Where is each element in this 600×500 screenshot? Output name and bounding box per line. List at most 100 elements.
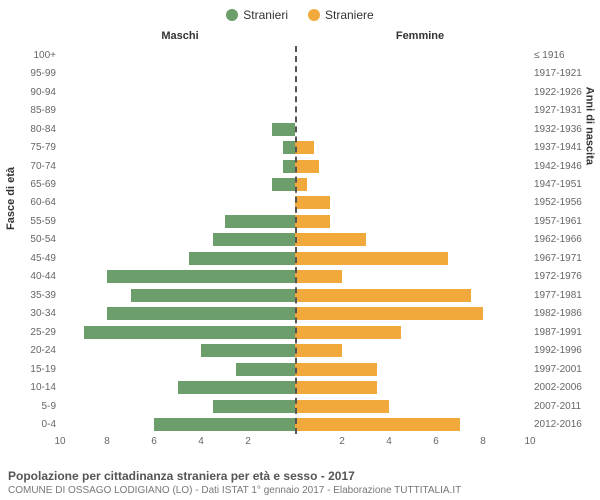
male-half xyxy=(60,415,295,433)
female-half xyxy=(295,120,530,138)
male-bar xyxy=(84,326,296,339)
age-label: 80-84 xyxy=(8,124,56,135)
female-half xyxy=(295,46,530,64)
male-half xyxy=(60,231,295,249)
male-bar xyxy=(178,381,296,394)
age-label: 60-64 xyxy=(8,197,56,208)
birth-year-label: 1957-1961 xyxy=(534,216,594,227)
birth-year-label: 2002-2006 xyxy=(534,382,594,393)
male-half xyxy=(60,157,295,175)
age-label: 85-89 xyxy=(8,105,56,116)
female-bar xyxy=(295,160,319,173)
male-half xyxy=(60,83,295,101)
birth-year-label: 1947-1951 xyxy=(534,179,594,190)
female-half xyxy=(295,397,530,415)
female-half xyxy=(295,342,530,360)
footer: Popolazione per cittadinanza straniera p… xyxy=(8,469,592,496)
male-half xyxy=(60,175,295,193)
legend-male: Stranieri xyxy=(226,8,288,22)
female-bar xyxy=(295,233,366,246)
female-half xyxy=(295,194,530,212)
male-bar xyxy=(236,363,295,376)
birth-year-label: 1937-1941 xyxy=(534,142,594,153)
legend-female-label: Straniere xyxy=(325,8,374,22)
header-female: Femmine xyxy=(300,30,600,42)
chart-subtitle: COMUNE DI OSSAGO LODIGIANO (LO) - Dati I… xyxy=(8,485,592,496)
birth-year-label: 1987-1991 xyxy=(534,327,594,338)
age-label: 10-14 xyxy=(8,382,56,393)
female-bar xyxy=(295,252,448,265)
female-bar xyxy=(295,141,314,154)
center-line xyxy=(295,46,297,434)
x-tick: 2 xyxy=(339,436,345,447)
female-half xyxy=(295,175,530,193)
female-half xyxy=(295,415,530,433)
age-label: 35-39 xyxy=(8,290,56,301)
male-bar xyxy=(283,141,295,154)
birth-year-label: 1982-1986 xyxy=(534,308,594,319)
male-half xyxy=(60,101,295,119)
age-label: 90-94 xyxy=(8,87,56,98)
birth-year-label: 2012-2016 xyxy=(534,419,594,430)
female-bar xyxy=(295,307,483,320)
birth-year-label: 1927-1931 xyxy=(534,105,594,116)
birth-year-label: 1942-1946 xyxy=(534,161,594,172)
chart-area: 100+≤ 191695-991917-192190-941922-192685… xyxy=(60,46,530,434)
age-label: 30-34 xyxy=(8,308,56,319)
female-half xyxy=(295,286,530,304)
male-half xyxy=(60,64,295,82)
female-half xyxy=(295,249,530,267)
birth-year-label: 2007-2011 xyxy=(534,401,594,412)
column-headers: Maschi Femmine xyxy=(0,30,600,42)
age-label: 25-29 xyxy=(8,327,56,338)
age-label: 45-49 xyxy=(8,253,56,264)
female-bar xyxy=(295,196,330,209)
male-bar xyxy=(107,307,295,320)
male-bar xyxy=(107,270,295,283)
female-half xyxy=(295,268,530,286)
male-half xyxy=(60,286,295,304)
birth-year-label: 1952-1956 xyxy=(534,197,594,208)
male-half xyxy=(60,212,295,230)
age-label: 20-24 xyxy=(8,345,56,356)
x-tick: 6 xyxy=(433,436,439,447)
male-half xyxy=(60,360,295,378)
birth-year-label: 1967-1971 xyxy=(534,253,594,264)
age-label: 5-9 xyxy=(8,401,56,412)
female-half xyxy=(295,378,530,396)
male-bar xyxy=(225,215,296,228)
x-tick: 10 xyxy=(524,436,535,447)
female-half xyxy=(295,157,530,175)
female-bar xyxy=(295,289,471,302)
male-half xyxy=(60,342,295,360)
female-bar xyxy=(295,418,460,431)
male-bar xyxy=(201,344,295,357)
birth-year-label: 1962-1966 xyxy=(534,234,594,245)
male-bar xyxy=(283,160,295,173)
male-half xyxy=(60,138,295,156)
male-half xyxy=(60,323,295,341)
chart-title: Popolazione per cittadinanza straniera p… xyxy=(8,469,592,483)
x-tick: 10 xyxy=(54,436,65,447)
male-half xyxy=(60,397,295,415)
age-label: 95-99 xyxy=(8,68,56,79)
header-male: Maschi xyxy=(0,30,300,42)
legend: Stranieri Straniere xyxy=(0,0,600,26)
male-half xyxy=(60,249,295,267)
x-axis: 108642 246810 xyxy=(60,436,530,452)
female-half xyxy=(295,305,530,323)
male-bar xyxy=(213,400,295,413)
female-bar xyxy=(295,363,377,376)
birth-year-label: 1992-1996 xyxy=(534,345,594,356)
age-label: 40-44 xyxy=(8,271,56,282)
male-half xyxy=(60,268,295,286)
x-tick: 4 xyxy=(198,436,204,447)
female-half xyxy=(295,101,530,119)
female-bar xyxy=(295,344,342,357)
birth-year-label: 1977-1981 xyxy=(534,290,594,301)
x-tick: 8 xyxy=(480,436,486,447)
male-half xyxy=(60,194,295,212)
age-label: 100+ xyxy=(8,50,56,61)
age-label: 0-4 xyxy=(8,419,56,430)
female-half xyxy=(295,212,530,230)
